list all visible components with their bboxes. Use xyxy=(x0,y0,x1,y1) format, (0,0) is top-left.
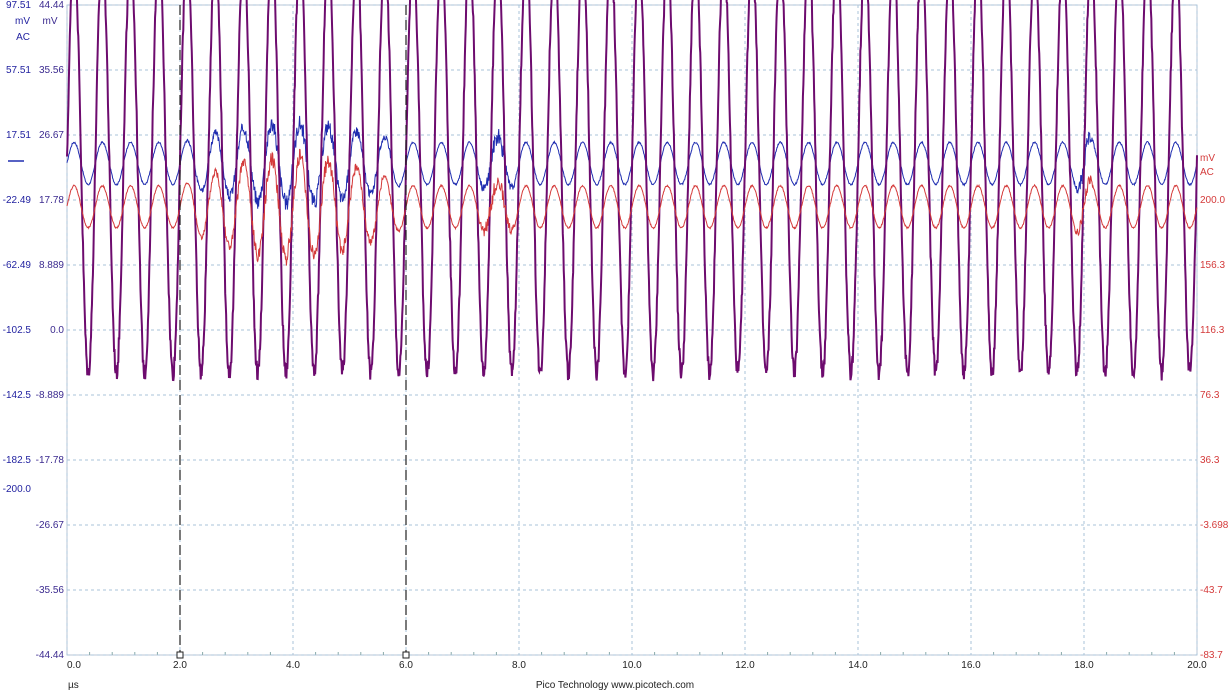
right-unit: mV xyxy=(1200,153,1215,164)
right-tick-label: -3.698 xyxy=(1200,520,1229,531)
left-inner-tick-label: 8.889 xyxy=(39,260,64,271)
left-inner-tick-label: -17.78 xyxy=(36,455,65,466)
time-cursors[interactable] xyxy=(176,5,410,659)
x-tick-label: 2.0 xyxy=(173,660,187,671)
grid xyxy=(66,4,1198,656)
x-axis-unit: µs xyxy=(68,680,79,691)
left-outer-tick-label: 97.51 xyxy=(6,0,31,11)
x-tick-label: 8.0 xyxy=(512,660,526,671)
right-tick-label: 200.0 xyxy=(1200,195,1225,206)
tick-labels: 0.0 2.0 4.0 6.0 8.0 10.0 12.0 14.0 16.0 18.0 20.0 9… xyxy=(3,0,1229,671)
right-tick-label: 156.3 xyxy=(1200,260,1225,271)
footer-credit: Pico Technology www.picotech.com xyxy=(536,680,694,691)
right-tick-label: 76.3 xyxy=(1200,390,1220,401)
right-tick-label: 36.3 xyxy=(1200,455,1220,466)
x-tick-label: 14.0 xyxy=(848,660,868,671)
left-outer-unit: mV xyxy=(15,16,30,27)
x-tick-label: 10.0 xyxy=(622,660,642,671)
traces xyxy=(66,0,1198,382)
right-tick-label: -43.7 xyxy=(1200,585,1223,596)
left-inner-tick-label: 26.67 xyxy=(39,130,64,141)
time-cursor-handle[interactable] xyxy=(176,651,184,659)
left-inner-tick-label: 35.56 xyxy=(39,65,64,76)
left-outer-tick-label: -62.49 xyxy=(3,260,32,271)
x-tick-label: 20.0 xyxy=(1187,660,1207,671)
right-tick-label: 116.3 xyxy=(1200,325,1225,336)
trace-2 xyxy=(66,0,1198,382)
time-cursor-handle[interactable] xyxy=(402,651,410,659)
left-inner-tick-label: -44.44 xyxy=(36,650,65,661)
trace-3 xyxy=(66,148,1198,266)
left-outer-tick-label: 57.51 xyxy=(6,65,31,76)
left-outer-tick-label: -182.5 xyxy=(3,455,32,466)
left-outer-coupling: AC xyxy=(16,32,30,43)
left-outer-tick-label: -22.49 xyxy=(3,195,32,206)
left-inner-tick-label: -26.67 xyxy=(36,520,65,531)
left-inner-tick-label: 0.0 xyxy=(50,325,64,336)
left-inner-tick-label: -35.56 xyxy=(36,585,65,596)
x-tick-label: 6.0 xyxy=(399,660,413,671)
x-tick-label: 16.0 xyxy=(961,660,981,671)
left-inner-tick-label: -8.889 xyxy=(36,390,65,401)
x-tick-label: 4.0 xyxy=(286,660,300,671)
left-outer-tick-label: 17.51 xyxy=(6,130,31,141)
left-extra-tick: -200.0 xyxy=(3,484,32,495)
left-inner-tick-label: 44.44 xyxy=(39,0,64,11)
x-tick-label: 12.0 xyxy=(735,660,755,671)
right-coupling: AC xyxy=(1200,167,1214,178)
right-tick-label: -83.7 xyxy=(1200,650,1223,661)
left-outer-tick-label: -142.5 xyxy=(3,390,32,401)
left-outer-tick-label: -102.5 xyxy=(3,325,32,336)
left-inner-unit: mV xyxy=(43,16,58,27)
left-inner-tick-label: 17.78 xyxy=(39,195,64,206)
x-tick-label: 18.0 xyxy=(1074,660,1094,671)
x-tick-label: 0.0 xyxy=(67,660,81,671)
